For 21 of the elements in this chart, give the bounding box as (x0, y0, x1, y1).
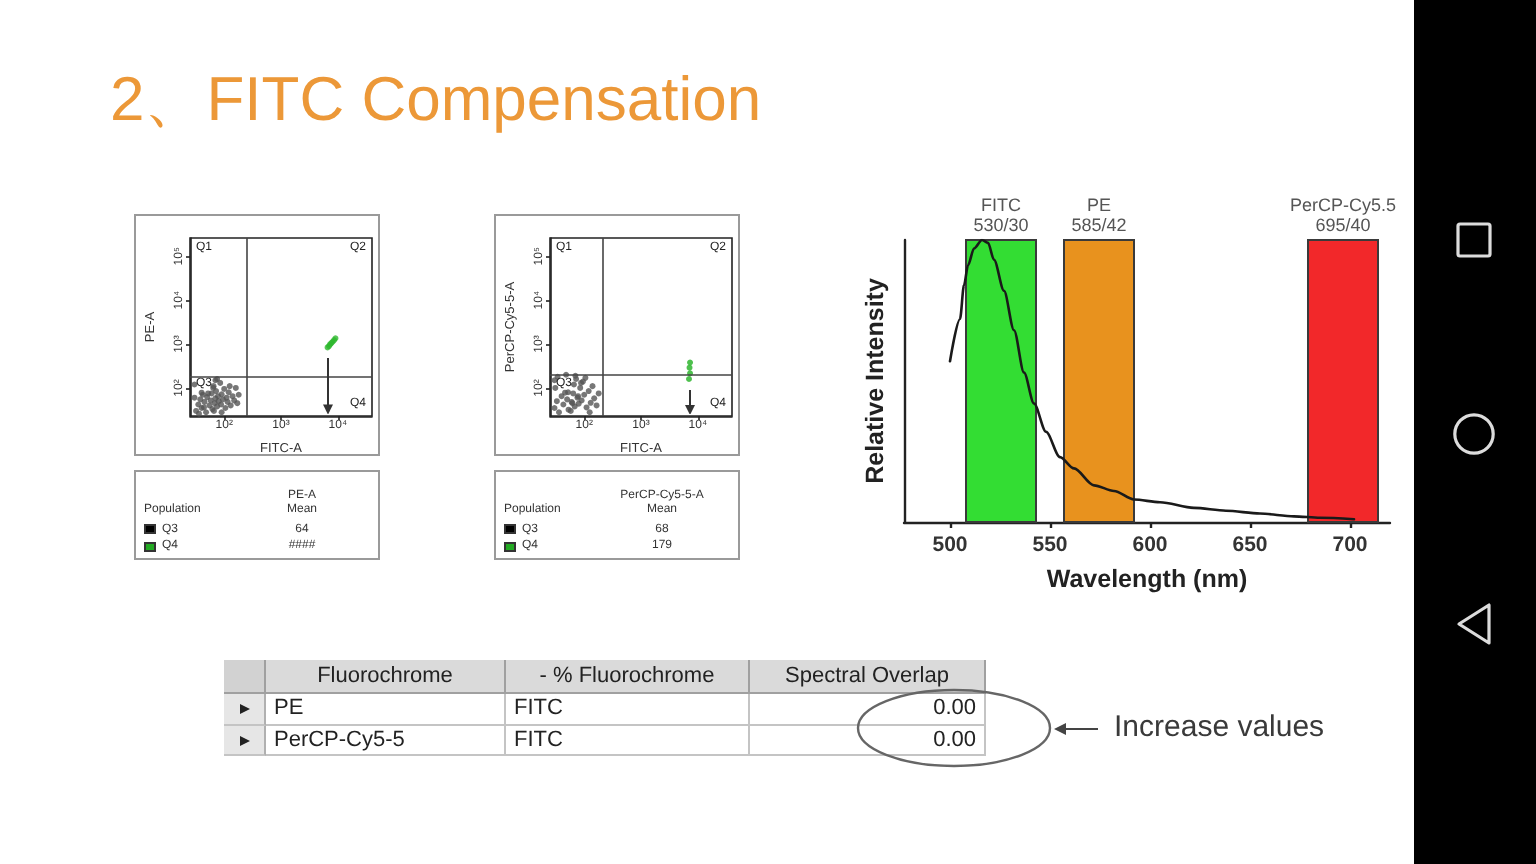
x-axis-title: Wavelength (nm) (1046, 565, 1248, 593)
text: Increase values (1114, 708, 1325, 748)
category-label: Fluorochrome (266, 660, 506, 694)
text: PerCP-Cy5-5 (274, 727, 405, 751)
band-label: PE 585/42 (1071, 195, 1127, 235)
text: 0.00 (933, 696, 976, 720)
x-tick-label: 500 (932, 533, 968, 557)
text: FITC (514, 696, 563, 720)
band-label: PerCP-Cy5.5 695/40 (1289, 195, 1397, 235)
x-tick-label: 650 (1232, 533, 1268, 557)
category-label: - % Fluorochrome (506, 660, 750, 694)
x-tick-label: 550 (1032, 533, 1068, 557)
category-label: Spectral Overlap (750, 660, 986, 694)
text: 2、FITC Compensation (110, 62, 762, 138)
x-tick-label: 600 (1132, 533, 1168, 557)
y-axis-title: Relative Intensity (861, 278, 889, 484)
text: PE (274, 696, 304, 720)
text: FITC (514, 727, 563, 751)
band-label: FITC 530/30 (973, 195, 1029, 235)
text: 0.00 (933, 727, 976, 751)
x-tick-label: 700 (1332, 533, 1368, 557)
